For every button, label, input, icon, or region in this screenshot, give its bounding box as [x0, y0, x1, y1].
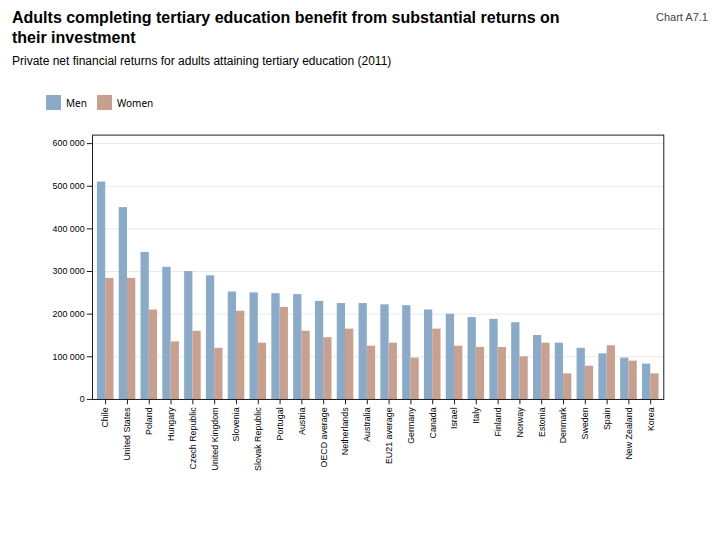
svg-text:Slovak Republic: Slovak Republic: [253, 407, 263, 471]
svg-text:0: 0: [80, 394, 85, 404]
svg-text:Denmark: Denmark: [558, 407, 568, 444]
svg-text:Canada: Canada: [428, 407, 438, 438]
svg-text:Netherlands: Netherlands: [340, 407, 350, 455]
svg-text:400 000: 400 000: [53, 224, 85, 234]
svg-text:Israel: Israel: [449, 407, 459, 429]
svg-text:United Kingdom: United Kingdom: [210, 407, 220, 470]
svg-text:100 000: 100 000: [53, 352, 85, 362]
svg-text:Australia: Australia: [362, 407, 372, 442]
svg-text:Spain: Spain: [602, 407, 612, 430]
svg-text:500 000: 500 000: [53, 181, 85, 191]
svg-text:Czech Republic: Czech Republic: [188, 407, 198, 470]
svg-text:200 000: 200 000: [53, 309, 85, 319]
svg-text:Norway: Norway: [515, 407, 525, 438]
svg-text:Italy: Italy: [471, 407, 481, 424]
svg-text:Portugal: Portugal: [275, 407, 285, 440]
svg-text:OECD average: OECD average: [319, 407, 329, 467]
svg-text:New Zealand: New Zealand: [624, 407, 634, 459]
html-text:Men: Men: [66, 95, 87, 110]
svg-text:Hungary: Hungary: [166, 407, 176, 441]
svg-text:Poland: Poland: [144, 407, 154, 435]
svg-text:Estonia: Estonia: [537, 407, 547, 437]
html-text:Adults completing tertiary edu: Adults completing tertiary education ben…: [12, 9, 560, 46]
svg-text:300 000: 300 000: [53, 266, 85, 276]
html-text:Private net financial returns: Private net financial returns for adults…: [12, 54, 392, 68]
svg-text:Austria: Austria: [297, 407, 307, 435]
svg-text:Finland: Finland: [493, 407, 503, 436]
svg-text:Korea: Korea: [646, 407, 656, 431]
svg-text:Chile: Chile: [100, 407, 110, 427]
html-text:Chart A7.1: Chart A7.1: [656, 11, 708, 23]
html-text:Women: Women: [116, 95, 154, 110]
svg-text:United States: United States: [122, 407, 132, 461]
svg-text:Slovenia: Slovenia: [231, 407, 241, 441]
svg-text:Sweden: Sweden: [580, 407, 590, 439]
svg-text:600 000: 600 000: [53, 138, 85, 148]
svg-text:Germany: Germany: [406, 407, 416, 444]
svg-text:EU21 average: EU21 average: [384, 407, 394, 464]
